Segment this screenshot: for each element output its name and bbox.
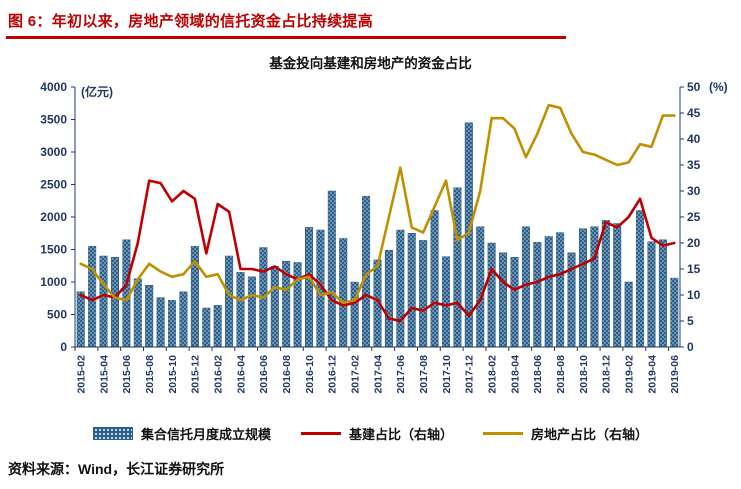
svg-text:500: 500 [47, 308, 67, 322]
legend-label-trust-scale: 集合信托月度成立规模 [140, 427, 271, 442]
svg-text:5: 5 [687, 314, 694, 328]
svg-text:2016-10: 2016-10 [304, 355, 316, 394]
figure-title: 年初以来，房地产领域的信托资金占比持续提高 [51, 13, 374, 30]
right-axis-labels: 0 5 10 15 20 25 30 35 40 45 50 [687, 80, 701, 354]
svg-text:2015-02: 2015-02 [76, 355, 88, 394]
chart-legend: 集合信托月度成立规模 基建占比（右轴） 房地产占比（右轴） [0, 424, 741, 443]
svg-text:1000: 1000 [40, 275, 67, 289]
legend-swatch-bars [92, 427, 133, 440]
svg-text:25: 25 [687, 210, 701, 224]
svg-text:35: 35 [687, 158, 701, 172]
legend-label-infrastructure: 基建占比（右轴） [348, 427, 453, 442]
figure-label: 图 6： [8, 13, 52, 30]
svg-text:2017-02: 2017-02 [349, 355, 361, 394]
realestate-line [79, 103, 676, 305]
source-note: 资料来源：Wind，长江证券研究所 [8, 461, 225, 477]
svg-text:2019-06: 2019-06 [669, 355, 681, 394]
svg-text:2016-02: 2016-02 [212, 355, 224, 394]
svg-text:15: 15 [687, 262, 701, 276]
legend-item-trust-scale: 集合信托月度成立规模 [92, 424, 271, 443]
svg-text:0: 0 [60, 340, 67, 354]
legend-swatch-realestate [483, 431, 523, 436]
svg-text:40: 40 [687, 132, 701, 146]
svg-text:2016-12: 2016-12 [327, 355, 339, 394]
svg-text:2016-06: 2016-06 [258, 355, 270, 394]
svg-text:2015-10: 2015-10 [167, 355, 179, 394]
svg-text:2018-12: 2018-12 [601, 355, 613, 394]
svg-text:45: 45 [687, 106, 701, 120]
svg-text:10: 10 [687, 288, 701, 302]
svg-text:2015-12: 2015-12 [190, 355, 202, 394]
infrastructure-line [79, 179, 676, 323]
chart: 0 500 1000 1500 2000 2500 3000 3500 4000 0 5 10 15 20… [0, 74, 741, 426]
svg-text:2017-10: 2017-10 [441, 355, 453, 394]
figure-header: 图 6：年初以来，房地产领域的信托资金占比持续提高 [0, 8, 741, 36]
svg-text:2018-02: 2018-02 [486, 355, 498, 394]
svg-text:30: 30 [687, 184, 701, 198]
svg-text:4000: 4000 [40, 80, 67, 94]
left-axis-labels: 0 500 1000 1500 2000 2500 3000 3500 4000 [40, 80, 67, 354]
legend-label-realestate: 房地产占比（右轴） [531, 427, 649, 442]
svg-text:2018-06: 2018-06 [532, 355, 544, 394]
svg-text:2018-08: 2018-08 [555, 355, 567, 394]
right-axis-unit: (%) [709, 80, 728, 94]
legend-item-realestate: 房地产占比（右轴） [483, 424, 648, 443]
header-divider [6, 36, 566, 39]
svg-text:3500: 3500 [40, 113, 67, 127]
axes [71, 86, 684, 351]
svg-text:2500: 2500 [40, 178, 67, 192]
svg-text:2015-08: 2015-08 [144, 355, 156, 394]
svg-text:2017-08: 2017-08 [418, 355, 430, 394]
svg-text:2016-08: 2016-08 [281, 355, 293, 394]
svg-text:2015-06: 2015-06 [121, 355, 133, 394]
svg-text:50: 50 [687, 80, 701, 94]
svg-text:2017-06: 2017-06 [395, 355, 407, 394]
svg-text:3000: 3000 [40, 145, 67, 159]
svg-text:2015-04: 2015-04 [98, 355, 110, 394]
legend-swatch-infra [300, 431, 341, 436]
bars-series [76, 122, 679, 348]
chart-title: 基金投向基建和房地产的资金占比 [269, 56, 472, 71]
svg-text:2017-04: 2017-04 [372, 355, 384, 394]
svg-text:2019-02: 2019-02 [623, 355, 635, 394]
svg-text:2018-04: 2018-04 [509, 355, 521, 394]
svg-text:2016-04: 2016-04 [235, 355, 247, 394]
left-axis-unit: (亿元) [81, 84, 113, 99]
chart-canvas: 0 500 1000 1500 2000 2500 3000 3500 4000 0 5 10 15 20… [40, 80, 728, 394]
x-axis-labels: 2015-02 2015-04 2015-06 2015-08 2015-10 2015-… [76, 355, 682, 394]
svg-text:20: 20 [687, 236, 701, 250]
svg-text:1500: 1500 [40, 243, 67, 257]
svg-text:2018-10: 2018-10 [578, 355, 590, 394]
svg-text:2000: 2000 [40, 210, 67, 224]
svg-text:2017-12: 2017-12 [464, 355, 476, 394]
legend-item-infrastructure: 基建占比（右轴） [300, 424, 453, 443]
svg-text:2019-04: 2019-04 [646, 355, 658, 394]
svg-text:0: 0 [687, 340, 694, 354]
